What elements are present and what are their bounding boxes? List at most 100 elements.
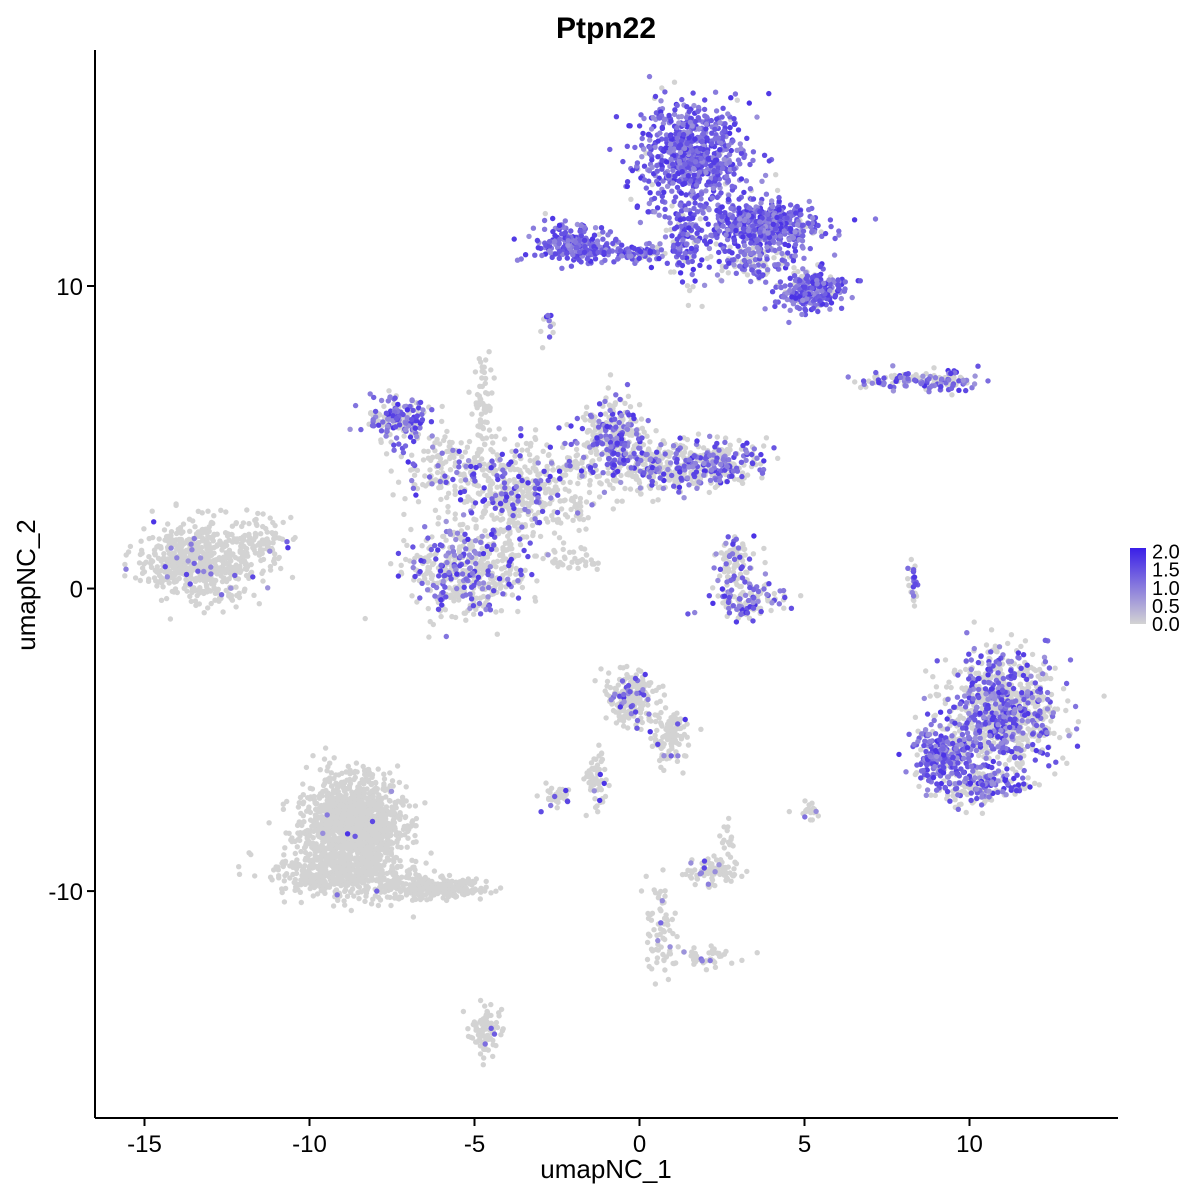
cell-point	[243, 561, 249, 567]
cell-point	[250, 545, 256, 551]
cell-point	[515, 520, 521, 526]
cell-point	[401, 537, 407, 544]
cell-point	[573, 446, 580, 453]
cell-point	[498, 462, 504, 469]
cell-point	[604, 678, 611, 685]
cell-point	[489, 390, 495, 396]
cell-point	[599, 756, 606, 763]
cell-point	[551, 476, 557, 483]
cell-point	[578, 503, 584, 510]
cell-point	[238, 567, 244, 574]
cell-point	[166, 580, 172, 586]
cell-point	[256, 601, 262, 607]
cell-point	[237, 563, 243, 570]
cell-point	[594, 566, 600, 572]
cell-point	[1022, 638, 1029, 644]
cell-point	[396, 779, 403, 786]
cell-point	[592, 796, 598, 802]
cell-point	[192, 598, 199, 604]
cell-point	[207, 588, 213, 594]
cell-point	[532, 427, 539, 433]
cell-point	[390, 492, 396, 498]
cell-point	[229, 531, 235, 538]
cell-point	[456, 597, 462, 603]
cell-point	[622, 713, 628, 719]
chart-title: Ptpn22	[556, 12, 656, 45]
cell-point	[425, 605, 431, 612]
cell-point	[728, 836, 734, 843]
cell-point	[551, 530, 558, 536]
cell-point	[685, 742, 692, 748]
cell-point	[449, 613, 455, 620]
cell-point	[436, 515, 442, 521]
cell-point	[208, 600, 214, 607]
cell-point	[220, 609, 226, 615]
cell-point	[328, 770, 334, 776]
cell-point	[381, 781, 387, 787]
cell-point	[141, 526, 147, 532]
cell-point	[593, 777, 600, 783]
cell-point	[517, 467, 523, 473]
cell-point	[359, 777, 365, 783]
cell-point	[923, 668, 929, 674]
cell-point	[1052, 665, 1058, 671]
cell-point	[934, 693, 940, 699]
cell-point	[486, 427, 493, 433]
cell-point	[672, 715, 678, 721]
cell-point	[483, 390, 489, 396]
cell-point	[441, 437, 447, 444]
cell-point	[425, 580, 431, 586]
cell-point	[650, 474, 657, 480]
cell-point	[507, 517, 513, 523]
cell-point	[1031, 666, 1037, 672]
cell-point	[180, 529, 186, 535]
scatter-points	[122, 73, 1107, 1068]
cell-point	[180, 521, 187, 527]
cell-point	[666, 748, 672, 754]
cell-point	[432, 440, 438, 446]
cell-point	[224, 553, 230, 560]
cell-point	[740, 541, 746, 547]
cell-point	[781, 605, 787, 611]
cell-point	[206, 528, 212, 534]
cell-point	[481, 441, 488, 447]
cell-point	[462, 449, 468, 455]
cell-point	[628, 196, 634, 202]
cell-point	[469, 411, 475, 417]
cell-point	[494, 631, 500, 637]
cell-point	[730, 569, 737, 575]
cell-point	[774, 187, 781, 194]
cell-point	[205, 558, 211, 565]
cell-point	[491, 516, 497, 522]
cell-point	[725, 864, 731, 870]
cell-point	[474, 405, 480, 411]
cell-point	[661, 692, 668, 698]
cell-point	[242, 532, 248, 539]
cell-point	[567, 479, 573, 485]
cell-point	[479, 545, 485, 552]
cell-point	[278, 565, 284, 572]
cell-point	[452, 511, 458, 517]
cell-point	[387, 783, 393, 789]
cell-point	[421, 448, 427, 454]
cell-point	[717, 833, 723, 839]
cell-point	[437, 441, 443, 447]
cell-point	[389, 804, 395, 810]
cell-point	[401, 433, 407, 439]
cell-point	[658, 721, 664, 727]
cell-point	[771, 590, 777, 597]
cell-point	[132, 575, 139, 581]
cell-point	[739, 873, 745, 879]
cell-point	[1008, 632, 1015, 638]
cell-point	[146, 554, 152, 560]
cell-point	[482, 409, 489, 415]
cell-point	[514, 442, 521, 448]
cell-point	[489, 480, 496, 487]
cell-point	[725, 270, 731, 276]
cell-point	[181, 540, 188, 546]
cell-point	[352, 774, 358, 781]
cell-point	[162, 537, 168, 543]
cell-point	[248, 561, 254, 568]
cell-point	[768, 607, 774, 614]
